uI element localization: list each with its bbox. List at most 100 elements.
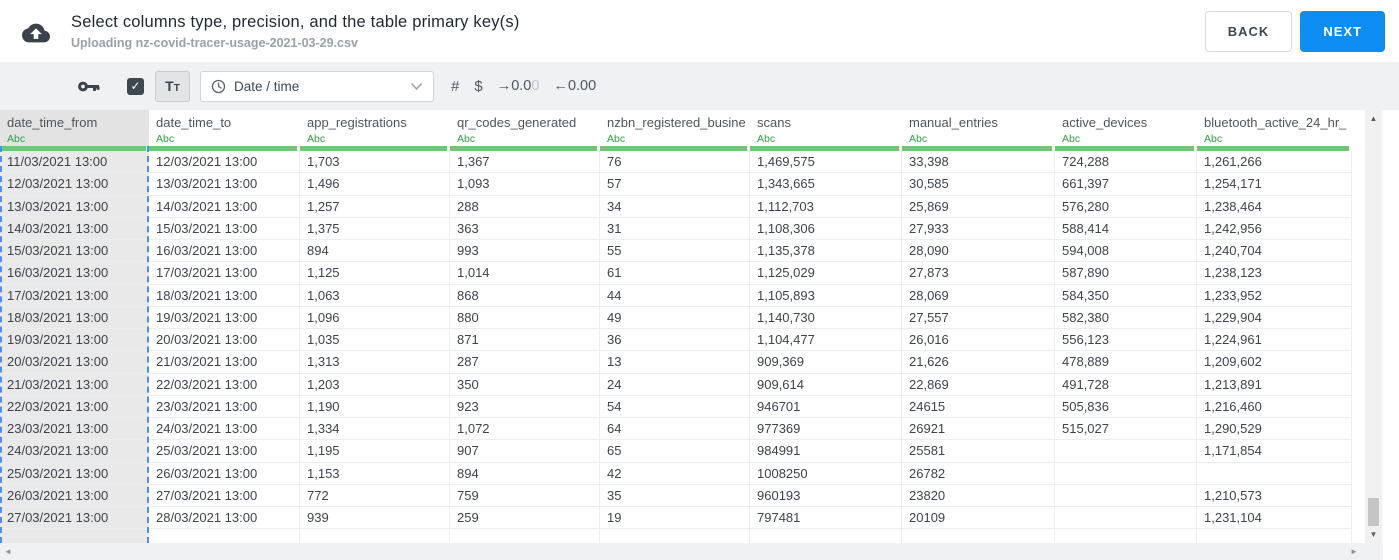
currency-type-button[interactable]: $ [474,77,483,95]
column-header-scans[interactable]: scans Abc [750,110,902,151]
table-cell: 587,890 [1055,262,1197,285]
table-cell: 363 [450,217,600,240]
include-column-checkbox[interactable]: ✓ [127,77,144,95]
scroll-right-arrow[interactable]: ► [1350,547,1358,556]
increase-decimal-label: →0.0 [496,78,532,94]
scroll-down-arrow[interactable]: ▼ [1369,530,1378,539]
table-row: 18/03/2021 13:00 19/03/2021 13:00 1,096 880… [0,306,1399,329]
horizontal-scrollbar[interactable]: ◄ ► [0,543,1383,560]
table-cell: 1,135,378 [750,240,902,263]
table-cell: 1,213,891 [1197,373,1352,396]
table-cell: 33,398 [902,151,1055,174]
table-header-row: date_time_from Abc date_time_to Abc app_regi… [0,110,1399,151]
table-cell: 1,035 [300,329,450,352]
table-cell: 16/03/2021 13:00 [0,262,149,285]
column-type-label: Abc [457,133,476,145]
table-cell: 26,016 [902,329,1055,352]
table-cell: 1,261,266 [1197,151,1352,174]
decrease-decimal-button[interactable]: ←0.00 [553,78,597,94]
table-cell [1055,529,1197,543]
table-cell: 13/03/2021 13:00 [149,173,300,196]
column-header-date_time_to[interactable]: date_time_to Abc [149,110,300,151]
table-cell: 1,242,956 [1197,217,1352,240]
column-name: manual_entries [909,115,998,130]
table-cell: 1,216,460 [1197,395,1352,418]
table-cell: 923 [450,395,600,418]
clock-icon [211,79,226,93]
column-header-active_devices[interactable]: active_devices Abc [1055,110,1197,151]
table-cell [0,529,149,543]
column-underline [1197,146,1349,151]
table-cell: 24615 [902,395,1055,418]
table-cell: 1,112,703 [750,195,902,218]
table-cell: 505,836 [1055,395,1197,418]
table-cell: 21/03/2021 13:00 [0,373,149,396]
column-underline [0,146,146,151]
back-button[interactable]: BACK [1204,10,1293,52]
primary-key-icon[interactable] [78,80,100,93]
table-cell: 1,703 [300,151,450,174]
table-row: 17/03/2021 13:00 18/03/2021 13:00 1,063 868… [0,284,1399,307]
table-cell [1055,507,1197,530]
table-cell: 15/03/2021 13:00 [0,240,149,263]
table-cell [450,529,600,543]
table-row: 13/03/2021 13:00 14/03/2021 13:00 1,257 288… [0,195,1399,218]
table-cell: 1008250 [750,462,902,485]
table-cell: 24/03/2021 13:00 [0,440,149,463]
table-cell: 28/03/2021 13:00 [149,507,300,530]
table-cell: 1,231,104 [1197,507,1352,530]
table-cell: 759 [450,484,600,507]
column-type-label: Abc [7,133,26,145]
table-cell: 515,027 [1055,418,1197,441]
column-header-bluetooth_active_24_hr_[interactable]: bluetooth_active_24_hr_ Abc [1197,110,1352,151]
table-cell: 977369 [750,418,902,441]
column-type-toolbar: ✓ Tt Date / time # $ →0.00 ←0.00 [0,62,1399,110]
text-type-button[interactable]: Tt [155,70,190,102]
table-row: 27/03/2021 13:00 28/03/2021 13:00 939 259 19… [0,507,1399,530]
column-header-date_time_from[interactable]: date_time_from Abc [0,110,149,151]
increase-decimal-button[interactable]: →0.00 [497,78,540,94]
column-header-app_registrations[interactable]: app_registrations Abc [300,110,450,151]
table-cell: 26921 [902,418,1055,441]
table-cell: 1,238,123 [1197,262,1352,285]
column-header-manual_entries[interactable]: manual_entries Abc [902,110,1055,151]
number-type-button[interactable]: # [451,77,460,95]
table-cell: 17/03/2021 13:00 [0,284,149,307]
table-cell [902,529,1055,543]
scroll-left-arrow[interactable]: ◄ [4,547,12,556]
table-cell: 1,105,893 [750,284,902,307]
table-cell: 20/03/2021 13:00 [149,329,300,352]
table-cell: 22/03/2021 13:00 [0,395,149,418]
column-name: active_devices [1062,115,1148,130]
table-cell: 54 [600,395,750,418]
column-type-dropdown[interactable]: Date / time [200,70,434,102]
table-cell: 22/03/2021 13:00 [149,373,300,396]
table-cell: 65 [600,440,750,463]
table-cell [149,529,300,543]
table-cell: 1,153 [300,462,450,485]
table-cell: 1,190 [300,395,450,418]
next-button[interactable]: NEXT [1300,10,1385,52]
vertical-scrollbar-thumb[interactable] [1368,498,1379,526]
table-cell: 26/03/2021 13:00 [149,462,300,485]
column-type-label: Abc [757,133,776,145]
table-cell: 259 [450,507,600,530]
table-cell: 28,069 [902,284,1055,307]
table-cell: 556,123 [1055,329,1197,352]
column-type-label: Abc [1062,133,1081,145]
scroll-up-arrow[interactable]: ▲ [1369,114,1378,123]
table-cell: 1,104,477 [750,329,902,352]
table-cell: 1,233,952 [1197,284,1352,307]
table-cell: 907 [450,440,600,463]
table-cell: 26782 [902,462,1055,485]
column-name: date_time_from [7,115,98,130]
vertical-scrollbar[interactable]: ▲ ▼ [1365,110,1382,543]
table-cell: 350 [450,373,600,396]
column-type-label: Abc [307,133,326,145]
page-title: Select columns type, precision, and the … [71,12,520,31]
table-cell: 491,728 [1055,373,1197,396]
table-cell: 61 [600,262,750,285]
table-row: 12/03/2021 13:00 13/03/2021 13:00 1,496 1,0… [0,173,1399,196]
column-header-qr_codes_generated[interactable]: qr_codes_generated Abc [450,110,600,151]
column-header-nzbn_registered_busine[interactable]: nzbn_registered_busine Abc [600,110,750,151]
